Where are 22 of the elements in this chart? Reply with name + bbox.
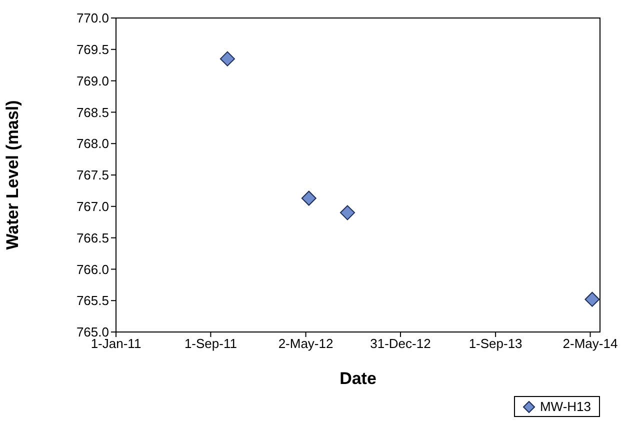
x-tick-label: 2-May-14 bbox=[562, 336, 618, 352]
y-tick-label: 770.0 bbox=[76, 10, 109, 26]
point bbox=[220, 51, 235, 66]
x-tick-label: 1-Sep-11 bbox=[184, 336, 237, 352]
legend-label: MW-H13 bbox=[540, 399, 591, 414]
y-tick-label: 767.0 bbox=[76, 199, 109, 214]
y-tick-label: 767.5 bbox=[76, 168, 109, 183]
point bbox=[301, 190, 316, 206]
y-tick-label: 768.5 bbox=[76, 104, 109, 120]
y-tick-label: 768.0 bbox=[76, 136, 109, 152]
y-tick-label: 766.0 bbox=[76, 262, 109, 277]
point bbox=[584, 292, 600, 307]
y-tick-label: 765.5 bbox=[76, 293, 109, 308]
x-tick-label: 1-Sep-13 bbox=[468, 336, 522, 352]
x-tick-label: 2-May-12 bbox=[278, 336, 334, 352]
point bbox=[340, 205, 355, 220]
y-tick-label: 766.5 bbox=[76, 230, 109, 246]
y-tick-label: 769.5 bbox=[76, 42, 109, 58]
y-tick-label: 769.0 bbox=[76, 73, 109, 88]
x-tick-label: 31-Dec-12 bbox=[370, 336, 431, 352]
x-axis-title: Date bbox=[340, 369, 376, 388]
y-axis-title: Water Level (masl) bbox=[3, 100, 22, 250]
